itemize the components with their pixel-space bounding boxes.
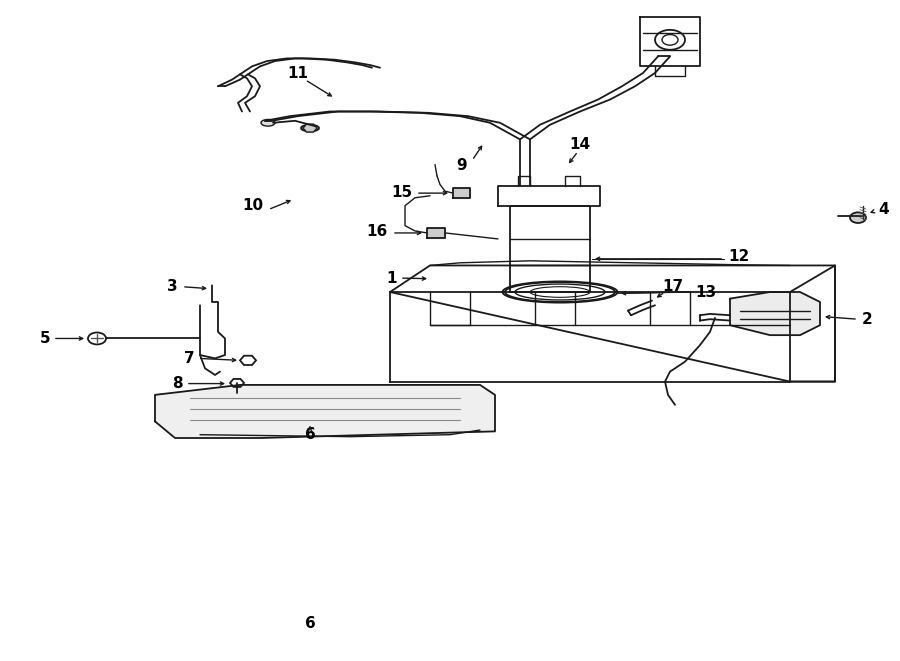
Text: 15: 15: [391, 185, 412, 200]
Text: 3: 3: [167, 279, 178, 294]
Text: 10: 10: [242, 198, 263, 214]
Text: 11: 11: [287, 65, 309, 81]
Circle shape: [850, 212, 866, 223]
Text: 6: 6: [304, 616, 315, 631]
Text: 1: 1: [386, 270, 397, 286]
Text: 6: 6: [304, 427, 315, 442]
Text: 7: 7: [184, 351, 195, 366]
Ellipse shape: [301, 125, 319, 132]
Text: 2: 2: [862, 312, 873, 327]
Text: 16: 16: [367, 224, 388, 239]
Text: 4: 4: [878, 202, 888, 217]
Text: 17: 17: [662, 279, 684, 294]
Text: 12: 12: [728, 249, 749, 264]
Polygon shape: [453, 188, 470, 198]
Text: 9: 9: [456, 159, 467, 173]
Polygon shape: [303, 124, 317, 132]
Ellipse shape: [261, 120, 275, 126]
Polygon shape: [155, 385, 495, 438]
Text: 5: 5: [40, 331, 50, 346]
Text: 13: 13: [695, 284, 716, 299]
Text: 8: 8: [173, 376, 183, 391]
Polygon shape: [730, 292, 820, 335]
Polygon shape: [427, 228, 445, 237]
Text: 14: 14: [570, 137, 590, 152]
